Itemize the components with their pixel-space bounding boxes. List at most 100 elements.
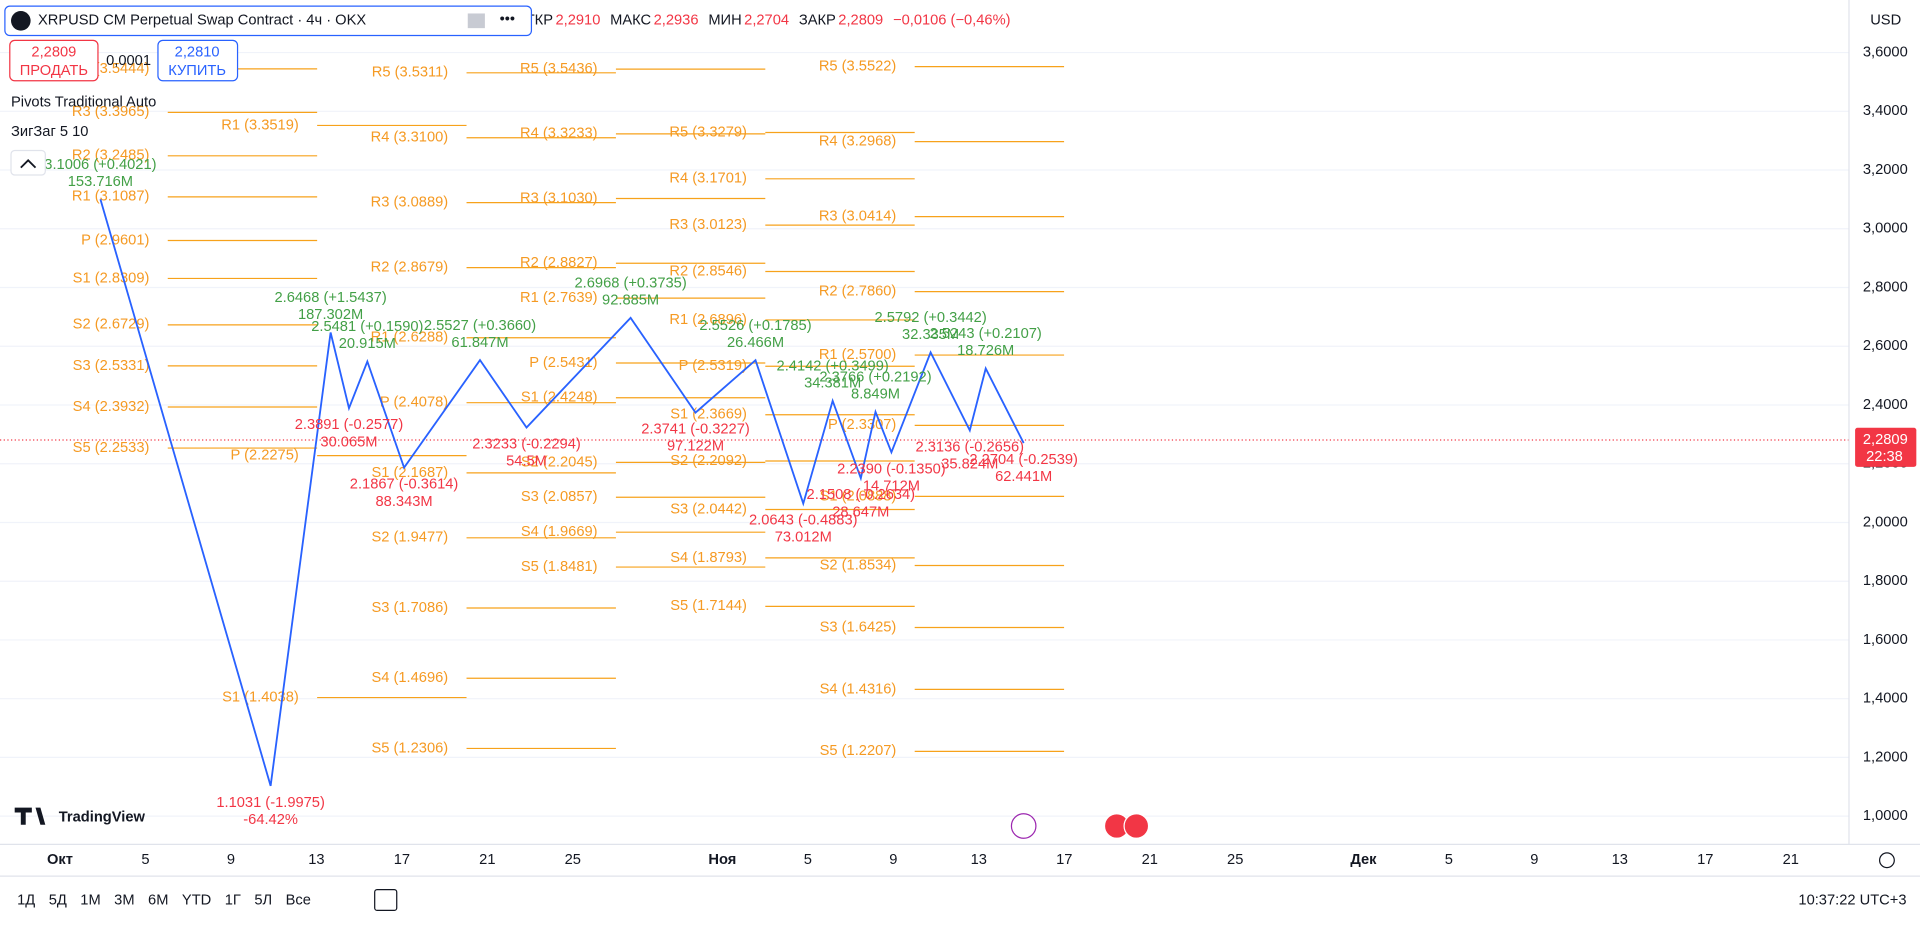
pivot-label: S2 (1.8534): [820, 557, 897, 573]
zigzag-volume: 35.824M: [941, 457, 998, 473]
symbol-box[interactable]: [4, 5, 533, 37]
buy-price: 2,2810: [175, 44, 220, 60]
y-tick-label: 2,0000: [1863, 514, 1908, 530]
x-tick-label: Дек: [1350, 852, 1377, 868]
change: −0,0106 (−0,46%): [893, 13, 1011, 29]
indicator[interactable]: ЗигЗаг 5 10: [11, 124, 88, 140]
zigzag-volume: 88.343M: [376, 494, 433, 510]
clock: 10:37:22 UTC+3: [1798, 893, 1906, 909]
pivot-label: P (2.4078): [380, 395, 448, 411]
zigzag-label: 2.2390 (-0.1350): [837, 461, 946, 477]
zigzag-label: 2.2704 (-0.2539): [969, 452, 1078, 468]
pivot-label: R1 (2.6896): [669, 312, 747, 328]
pivot-label: S4 (1.4696): [371, 670, 448, 686]
pivot-label: S4 (1.8793): [670, 550, 747, 566]
y-tick-label: 1,4000: [1863, 691, 1908, 707]
x-tick-label: 5: [141, 852, 149, 868]
exchange-icon: [11, 11, 31, 31]
pivot-label: R5 (3.3279): [669, 124, 747, 140]
zigzag-volume: 54.5M: [506, 454, 547, 470]
pivot-label: R3 (3.0889): [371, 195, 449, 211]
pivot-label: R5 (3.5311): [372, 65, 448, 81]
range-button[interactable]: 1Г: [225, 893, 241, 909]
zigzag-label: 2.1867 (-0.3614): [350, 477, 459, 493]
range-button[interactable]: 1Д: [17, 893, 35, 909]
event-icon[interactable]: [1010, 813, 1037, 839]
range-button[interactable]: YTD: [182, 893, 211, 909]
pivot-label: R1 (2.7639): [520, 290, 598, 306]
pivot-label: S2 (2.2092): [670, 453, 747, 469]
zigzag-label: 2.3233 (-0.2294): [472, 437, 581, 453]
zigzag-label: 2.3891 (-0.2577): [295, 417, 404, 433]
x-tick-label: 21: [1783, 852, 1799, 868]
date-range-icon[interactable]: [374, 889, 398, 912]
pivot-label: R4 (3.3233): [520, 126, 598, 142]
sell-price: 2,2809: [31, 44, 76, 60]
zigzag-volume: 34.381M: [804, 376, 861, 392]
x-tick-label: 9: [1530, 852, 1538, 868]
settings-icon[interactable]: [1878, 852, 1895, 869]
pivot-label: R4 (3.2968): [819, 133, 897, 149]
icon[interactable]: [467, 13, 485, 29]
range-button[interactable]: 3М: [114, 893, 134, 909]
range-button[interactable]: 1М: [80, 893, 100, 909]
x-tick-label: 9: [889, 852, 897, 868]
pivot-label: S2 (2.6729): [73, 317, 150, 333]
pivot-label: R5 (3.5522): [819, 58, 897, 74]
zigzag-label: 2.0643 (-0.4883): [749, 513, 858, 529]
pivot-label: P (2.2275): [231, 448, 299, 464]
more-icon[interactable]: •••: [500, 11, 515, 27]
zigzag-line: [99, 198, 1025, 787]
zigzag-label: 2.5481 (+0.1590): [311, 319, 423, 335]
pivot-label: R3 (3.3965): [72, 104, 150, 120]
pivot-label: S3 (2.0857): [521, 489, 598, 505]
range-button[interactable]: Все: [286, 893, 311, 909]
y-tick-label: 1,0000: [1863, 808, 1908, 824]
zigzag-label: 2.3741 (-0.3227): [641, 422, 750, 438]
price-axis: 3,6000 3,4000 3,2000 3,0000 2,8000 2,6000 2,40…: [1855, 44, 1917, 824]
pivot-label: R4 (3.1701): [669, 171, 747, 187]
range-button[interactable]: 5Д: [49, 893, 67, 909]
x-tick-label: 13: [1612, 852, 1628, 868]
pivot-label: R5 (3.5436): [520, 61, 598, 77]
zigzag-label: 2.6968 (+0.3735): [575, 275, 687, 291]
indicator[interactable]: Pivots Traditional Auto: [11, 95, 156, 111]
y-tick-label: 3,2000: [1863, 162, 1908, 178]
last-price-tag: [1855, 427, 1917, 467]
pivot-label: P (2.3307): [828, 417, 896, 433]
pivot-label: R2 (2.8679): [371, 259, 449, 275]
pivot-label: P (2.9601): [81, 232, 149, 248]
pivot-label: S1 (2.0888): [820, 488, 897, 504]
pivot-label: P (2.5431): [529, 355, 597, 371]
countdown: 22:38: [1866, 449, 1903, 465]
time-axis: Окт 5 9 13 17 21 25 Ноя 5 9 13 17 21 25 Дек 5 9 13 17 21: [47, 852, 1799, 868]
pivot-label: R1 (2.5700): [819, 347, 897, 363]
range-button[interactable]: 5Л: [254, 893, 272, 909]
sell-button[interactable]: [9, 39, 99, 82]
event-icon[interactable]: [1123, 813, 1150, 839]
zigzag-volume: 73.012M: [775, 530, 832, 546]
pivot-label: S3 (1.7086): [371, 600, 448, 616]
ohlc-label: ЗАКР: [799, 13, 836, 29]
currency[interactable]: USD: [1870, 13, 1901, 29]
zigzag-volume: 28.647M: [832, 504, 889, 520]
zigzag-volume: 14.712M: [863, 478, 920, 494]
sell-label: ПРОДАТЬ: [20, 63, 88, 79]
y-tick-label: 2,4000: [1863, 397, 1908, 413]
pivot-label: R4 (3.3100): [371, 130, 449, 146]
chevron: [20, 159, 37, 169]
zigzag-volume: 18.726M: [957, 343, 1014, 359]
zigzag-volume: 30.065M: [320, 434, 377, 450]
pivot-label: S1 (2.8309): [73, 270, 150, 286]
x-tick-label: 13: [308, 852, 324, 868]
buy-button[interactable]: [157, 39, 239, 82]
last-price-label: 2,2809: [1863, 432, 1908, 448]
x-tick-label: 17: [1697, 852, 1713, 868]
x-tick-label: 9: [227, 852, 235, 868]
y-tick-label: 2,6000: [1863, 338, 1908, 354]
x-tick-label: 5: [1445, 852, 1453, 868]
ohlc-value: 2,2936: [654, 13, 699, 29]
collapse-button[interactable]: [10, 149, 46, 176]
range-button[interactable]: 6М: [148, 893, 168, 909]
